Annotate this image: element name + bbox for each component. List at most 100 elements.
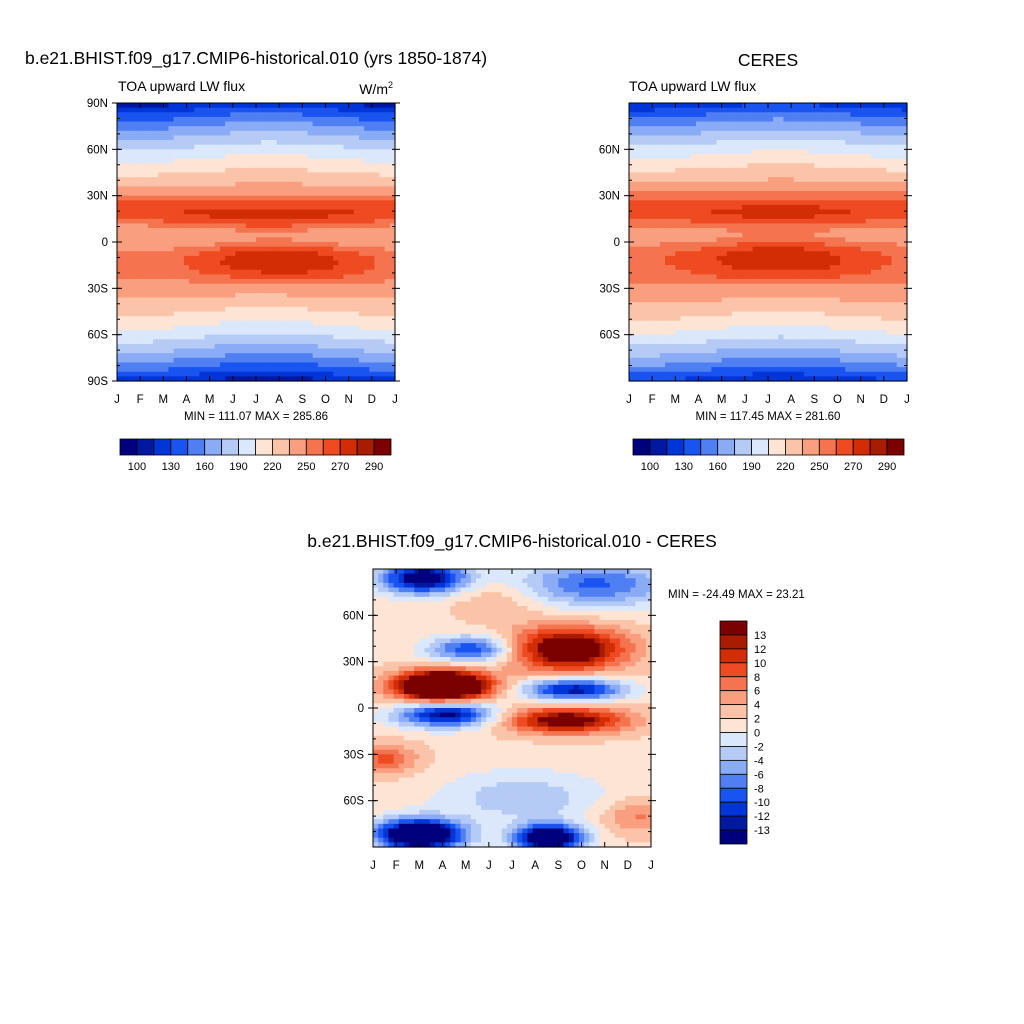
model-cell xyxy=(214,311,221,317)
model-cell xyxy=(271,242,278,248)
model-cell xyxy=(250,297,257,303)
model-cell xyxy=(240,246,247,252)
obs-cell xyxy=(654,140,661,146)
model-cell xyxy=(307,348,314,354)
model-cell xyxy=(297,283,303,289)
model-cell xyxy=(322,274,329,280)
model-cell xyxy=(173,144,180,150)
obs-cell xyxy=(829,107,836,113)
model-cell xyxy=(147,149,154,155)
obs-cell xyxy=(860,237,867,243)
model-cell xyxy=(147,283,154,289)
model-cell xyxy=(307,112,314,118)
model-cell xyxy=(153,158,159,164)
obs-cell xyxy=(824,223,831,229)
model-cell xyxy=(322,121,329,127)
obs-cell xyxy=(721,107,728,113)
model-cell xyxy=(271,232,278,238)
model-cell xyxy=(312,200,319,206)
model-cell xyxy=(199,237,206,243)
model-cell xyxy=(127,153,134,160)
model-cell xyxy=(271,311,278,317)
model-cell xyxy=(312,195,319,201)
obs-cell xyxy=(850,223,857,229)
obs-cell xyxy=(798,126,805,132)
model-cell xyxy=(189,158,195,164)
model-cell xyxy=(328,371,334,377)
model-colorbar-label: 270 xyxy=(331,461,349,473)
panel-obs-variable-label: TOA upward LW flux xyxy=(629,78,756,94)
obs-cell xyxy=(629,112,635,118)
obs-cell xyxy=(762,144,769,150)
obs-cell xyxy=(644,200,651,206)
model-cell xyxy=(204,116,211,123)
model-cell xyxy=(333,260,339,266)
model-cell xyxy=(235,274,242,280)
obs-cell xyxy=(747,218,754,225)
model-cell xyxy=(261,112,267,118)
model-x-tick-label: J xyxy=(114,394,120,406)
model-cell xyxy=(358,130,365,137)
model-cell xyxy=(348,135,355,141)
model-cell xyxy=(256,357,262,364)
model-cell xyxy=(312,371,319,377)
model-cell xyxy=(235,348,242,354)
model-cell xyxy=(209,204,216,211)
model-cell xyxy=(219,255,226,262)
model-cell xyxy=(214,334,221,340)
model-cell xyxy=(209,126,216,132)
model-cell xyxy=(219,181,226,187)
model-cell xyxy=(312,330,319,336)
obs-cell xyxy=(695,232,702,238)
model-cell xyxy=(199,292,206,299)
model-cell xyxy=(338,107,345,113)
obs-cell xyxy=(742,126,749,132)
model-cell xyxy=(338,325,345,331)
obs-cell xyxy=(634,242,640,248)
model-cell xyxy=(173,316,180,322)
model-cell xyxy=(292,343,298,350)
model-cell xyxy=(225,283,231,289)
obs-cell xyxy=(644,130,651,137)
obs-cell xyxy=(876,228,882,234)
model-cell xyxy=(158,181,164,187)
model-cell xyxy=(214,316,221,322)
model-cell xyxy=(204,130,211,137)
model-cell xyxy=(338,353,345,359)
model-cell xyxy=(266,339,273,345)
model-cell xyxy=(199,348,206,354)
model-cell xyxy=(271,376,278,382)
model-cell xyxy=(158,260,164,266)
model-cell xyxy=(322,246,329,252)
obs-cell xyxy=(757,149,764,155)
model-cell xyxy=(219,334,226,340)
model-cell xyxy=(199,116,206,123)
obs-cell xyxy=(834,223,841,229)
model-cell xyxy=(389,195,396,201)
model-cell xyxy=(163,302,170,308)
model-cell xyxy=(142,302,149,308)
obs-cell xyxy=(783,149,790,155)
model-cell xyxy=(343,204,350,211)
obs-cell xyxy=(639,204,646,211)
obs-cell xyxy=(876,144,882,150)
model-cell xyxy=(317,357,324,364)
model-cell xyxy=(209,330,216,336)
model-cell xyxy=(343,195,350,201)
model-cell xyxy=(142,237,149,243)
model-cell xyxy=(142,371,149,377)
model-cell xyxy=(245,357,252,364)
model-cell xyxy=(199,265,206,271)
obs-cell xyxy=(824,130,831,137)
model-cell xyxy=(219,126,226,132)
model-cell xyxy=(256,260,262,266)
model-cell xyxy=(353,163,360,169)
model-cell xyxy=(245,200,252,206)
model-cell xyxy=(348,246,355,252)
model-cell xyxy=(225,371,231,377)
model-cell xyxy=(379,191,386,197)
obs-cell xyxy=(886,191,893,197)
obs-cell xyxy=(695,153,702,160)
model-cell xyxy=(322,223,329,229)
model-cell xyxy=(194,209,200,215)
